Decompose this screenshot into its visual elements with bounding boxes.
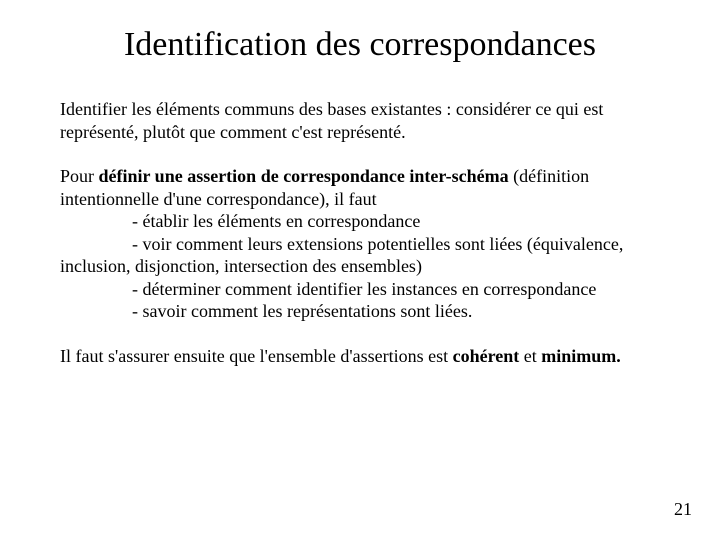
paragraph-intro: Identifier les éléments communs des base… — [60, 98, 672, 143]
slide-body: Identifier les éléments communs des base… — [60, 98, 672, 389]
p2-bold: définir une assertion de correspondance … — [99, 166, 509, 186]
bullet-2-cont: inclusion, disjonction, intersection des… — [60, 255, 672, 278]
p2-pre: Pour — [60, 166, 99, 186]
bullet-4: - savoir comment les représentations son… — [132, 300, 672, 323]
p3-pre: Il faut s'assurer ensuite que l'ensemble… — [60, 346, 453, 366]
paragraph-conclusion: Il faut s'assurer ensuite que l'ensemble… — [60, 345, 672, 368]
paragraph-definition: Pour définir une assertion de correspond… — [60, 165, 672, 323]
page-number: 21 — [674, 499, 692, 520]
bullet-3: - déterminer comment identifier les inst… — [132, 278, 672, 301]
p3-mid: et — [519, 346, 541, 366]
bullet-list: - établir les éléments en correspondance… — [132, 210, 672, 255]
p3-bold1: cohérent — [453, 346, 520, 366]
p3-bold2: minimum. — [541, 346, 621, 366]
bullet-1: - établir les éléments en correspondance — [132, 210, 672, 233]
bullet-2: - voir comment leurs extensions potentie… — [132, 233, 672, 256]
bullet-list-cont: - déterminer comment identifier les inst… — [132, 278, 672, 323]
slide-title: Identification des correspondances — [0, 26, 720, 64]
slide: Identification des correspondances Ident… — [0, 0, 720, 540]
